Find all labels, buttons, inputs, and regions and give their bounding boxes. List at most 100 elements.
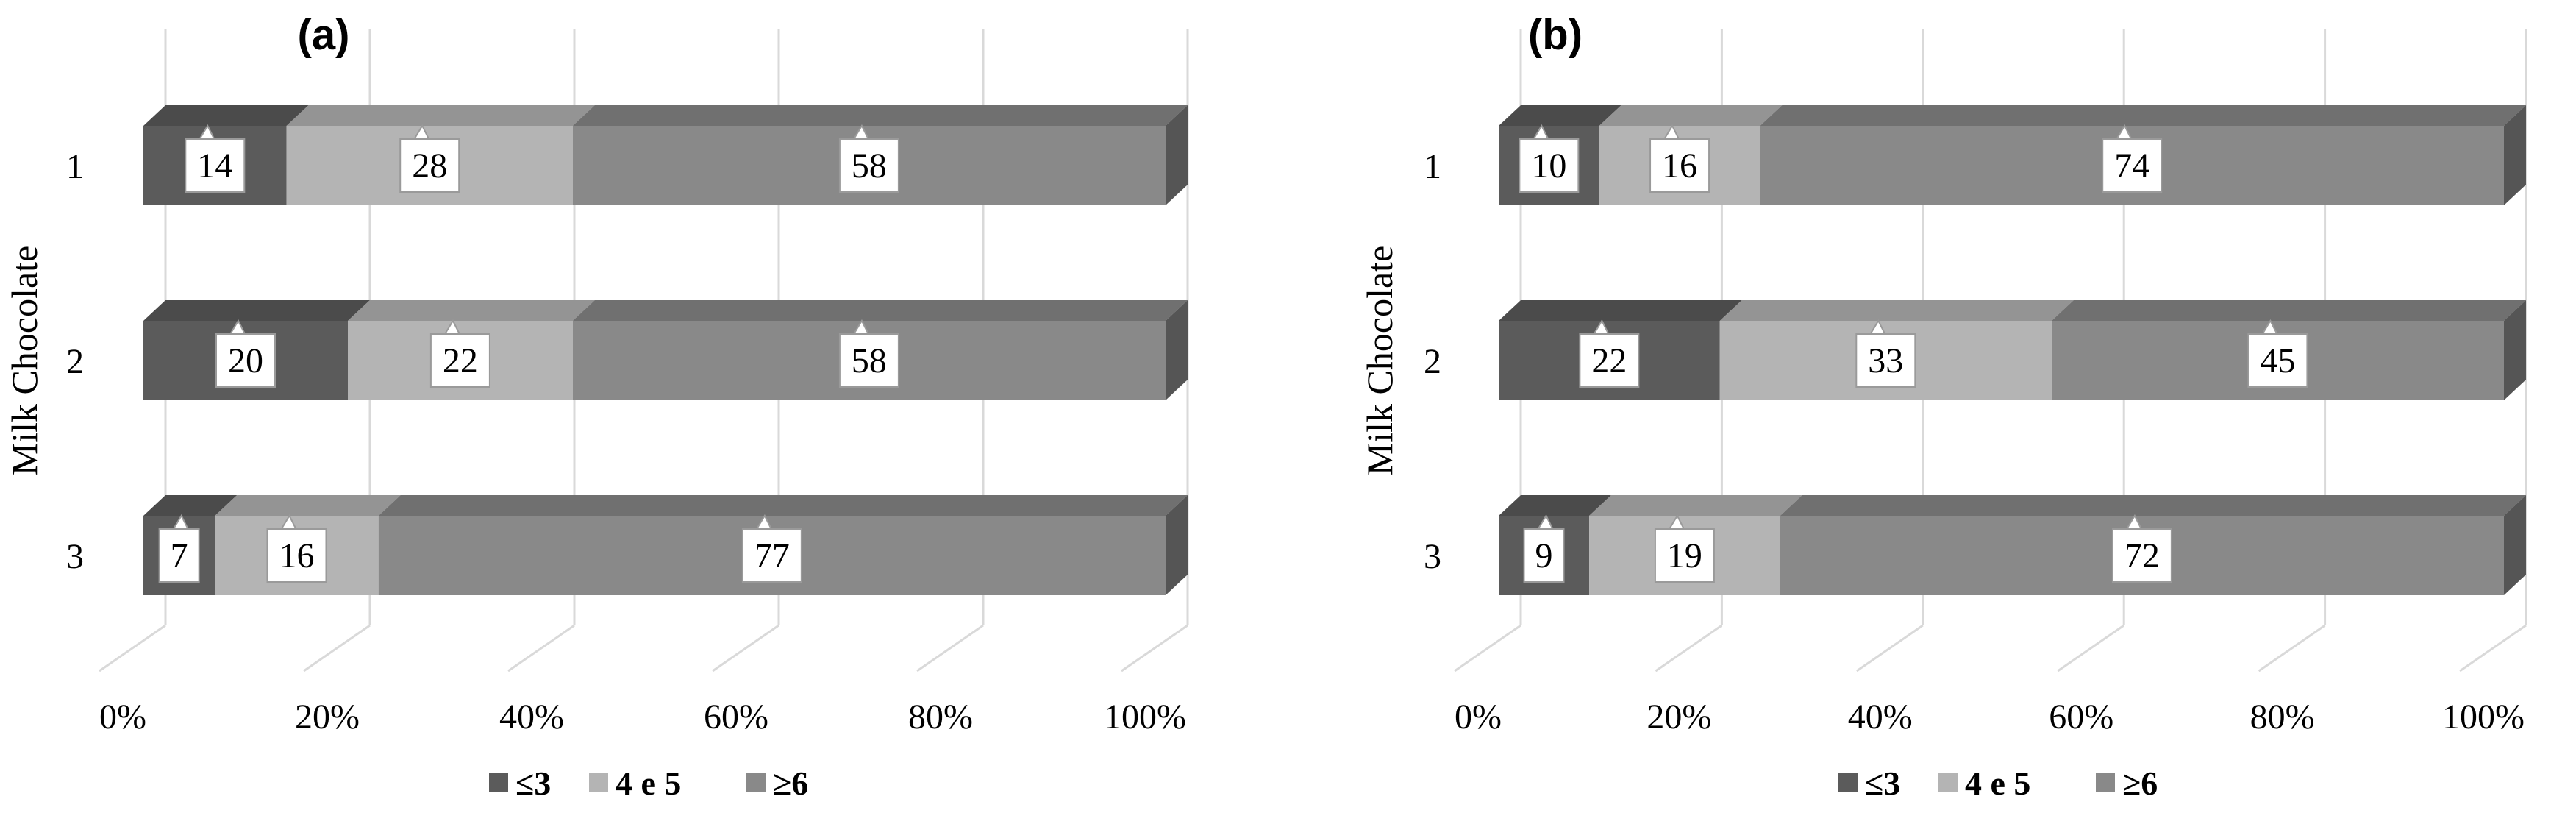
bar-segment: 16 <box>215 495 401 595</box>
bar-side-face <box>1166 495 1188 595</box>
data-label: 16 <box>1662 146 1697 185</box>
bar-segment: 72 <box>1780 495 2526 595</box>
data-label-pointer <box>413 124 431 141</box>
data-label-box <box>1523 528 1565 583</box>
bar-top-face <box>1760 105 2526 126</box>
category-label: 3 <box>1424 537 1441 576</box>
data-label-pointer <box>171 514 190 531</box>
data-label-box <box>2102 138 2163 193</box>
floor-gridline <box>712 624 779 672</box>
bar-segment: 22 <box>1499 300 1742 400</box>
data-label-pointer <box>1536 514 1555 531</box>
bar-segment: 20 <box>143 300 370 400</box>
data-label: 28 <box>412 146 447 185</box>
bar-segment: 19 <box>1589 495 1802 595</box>
data-label-pointer <box>1592 319 1610 336</box>
x-tick-label: 60% <box>704 697 768 736</box>
bar-top-face <box>215 495 401 516</box>
data-label: 45 <box>2260 341 2295 380</box>
bar-top-face <box>1719 300 2074 321</box>
data-label: 19 <box>1667 536 1702 575</box>
data-label-box <box>399 138 460 193</box>
x-tick-label: 100% <box>1104 697 1186 736</box>
legend: ≤3 4 e 5 ≥6 <box>1838 764 2158 802</box>
category-label: 1 <box>1424 147 1441 186</box>
chart-panel-a: 0% 20% 40% 60% 80% 100% (a) Milk Chocolate 1 14 28… <box>4 11 1189 802</box>
bar-top-face <box>1780 495 2526 516</box>
bar-side-face <box>2504 495 2526 595</box>
bar-side-face <box>1166 105 1188 205</box>
bar-side-face <box>2504 105 2526 205</box>
data-label-box <box>1855 333 1916 388</box>
y-axis-label: Milk Chocolate <box>1359 246 1400 475</box>
chart-panel-b: 0% 20% 40% 60% 80% 100% (b) Milk Chocolate 1 10 16… <box>1359 11 2527 802</box>
data-label-pointer <box>443 319 461 336</box>
bar-top-face <box>286 105 595 126</box>
legend-swatch <box>1938 773 1958 792</box>
bar-top-face <box>2051 300 2526 321</box>
data-label-pointer <box>1668 514 1685 531</box>
legend: ≤3 4 e 5 ≥6 <box>489 764 808 802</box>
bar-segment: 28 <box>286 105 595 205</box>
data-label-pointer <box>1663 124 1680 141</box>
x-tick-label: 80% <box>2250 697 2315 736</box>
bar-segment: 45 <box>2051 300 2526 400</box>
bar-top-face <box>572 300 1188 321</box>
bar-segment: 22 <box>348 300 595 400</box>
data-label-box <box>1649 138 1710 193</box>
data-label-box <box>215 333 276 388</box>
floor-gridline <box>1855 624 1924 672</box>
floor-gridline <box>2057 624 2125 672</box>
x-axis-ticks: 0% 20% 40% 60% 80% 100% <box>99 697 1186 736</box>
chart-title: (a) <box>298 11 350 59</box>
floor-gridline <box>1655 624 1723 672</box>
data-label-pointer <box>279 514 298 531</box>
data-label-pointer <box>2125 514 2143 531</box>
bar-segment: 58 <box>572 105 1188 205</box>
data-label: 22 <box>443 341 478 380</box>
data-label-pointer <box>852 124 870 141</box>
floor-gridline <box>99 624 166 672</box>
category-label: 1 <box>66 147 84 186</box>
bar-top-face <box>1589 495 1802 516</box>
x-tick-label: 20% <box>295 697 360 736</box>
legend-label: ≥6 <box>2122 764 2158 802</box>
data-label: 20 <box>228 341 263 380</box>
data-label: 72 <box>2124 536 2160 575</box>
floor-gridline <box>2459 624 2527 672</box>
legend-label: 4 e 5 <box>1965 764 2030 802</box>
bar-top-face <box>143 300 370 321</box>
category-label: 2 <box>66 342 84 381</box>
data-label-pointer <box>229 319 246 336</box>
bar-top-face <box>143 495 238 516</box>
x-tick-label: 40% <box>1848 697 1913 736</box>
data-label-box <box>185 138 246 193</box>
data-label-box <box>741 528 802 583</box>
data-label: 10 <box>1531 146 1566 185</box>
data-label-box <box>1579 333 1640 388</box>
bar-top-face <box>1599 105 1783 126</box>
data-label-pointer <box>852 319 870 336</box>
data-label-box <box>838 333 899 388</box>
bar-side-face <box>1166 300 1188 400</box>
bar-segment: 16 <box>1599 105 1783 205</box>
data-label-pointer <box>1532 124 1550 141</box>
chart-title: (b) <box>1528 11 1583 59</box>
data-label: 9 <box>1535 536 1553 575</box>
data-label-box <box>429 333 490 388</box>
bar-top-face <box>1499 105 1621 126</box>
x-tick-label: 0% <box>99 697 146 736</box>
data-label-box <box>266 528 327 583</box>
legend-swatch <box>2096 773 2115 792</box>
floor-gridline <box>303 624 371 672</box>
data-label-pointer <box>2115 124 2133 141</box>
data-label-pointer <box>198 124 216 141</box>
data-label-box <box>2111 528 2172 583</box>
data-label: 58 <box>852 341 887 380</box>
data-label: 22 <box>1591 341 1627 380</box>
legend-swatch <box>1838 773 1858 792</box>
data-label: 7 <box>171 536 188 575</box>
category-label: 2 <box>1424 342 1441 381</box>
bar-segment: 10 <box>1499 105 1621 205</box>
